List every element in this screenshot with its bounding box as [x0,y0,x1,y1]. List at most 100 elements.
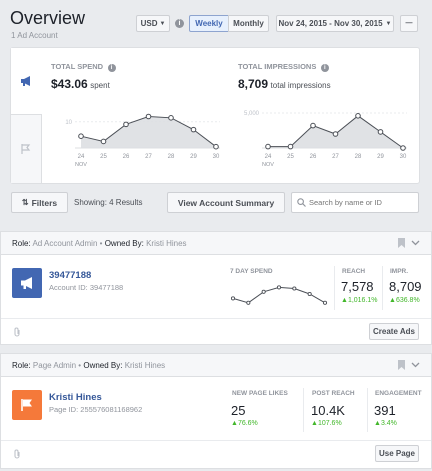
post-reach-label: POST REACH [312,390,355,397]
filters-label: Filters [31,197,58,208]
view-account-summary-button[interactable]: View Account Summary [167,192,285,213]
reach-change-value: 1,016.1% [347,297,378,304]
spend-value-row: $43.06 spent [51,77,110,91]
separator-dot: • [99,239,103,248]
post-reach-change-value: 107.6% [317,420,342,427]
impressions-unit: total impressions [270,81,331,90]
search-icon [297,198,306,207]
currency-select[interactable]: USD ▼ [136,15,170,32]
x-tick-label: 25 [287,154,294,160]
x-tick-label: 29 [377,154,384,160]
monthly-toggle[interactable]: Monthly [228,15,269,32]
search-input[interactable] [309,196,415,209]
results-count: Showing: 4 Results [74,198,143,207]
info-icon[interactable]: i [175,19,184,28]
impressions-value: 8,709 [389,279,422,294]
page-name[interactable]: Kristi Hines [49,392,102,403]
date-range-select[interactable]: Nov 24, 2015 - Nov 30, 2015 ▼ [276,15,394,32]
impressions-chart: 5,000 24 25 26 27 28 29 30 NOV [244,111,407,168]
data-point [292,286,297,291]
role-label: Role: [12,239,31,248]
megaphone-icon [21,277,32,289]
x-tick-label: 27 [145,154,152,160]
spend-value: $43.06 [51,77,88,91]
impressions-change-value: 636.8% [395,297,420,304]
monthly-label: Monthly [233,19,264,28]
ad-account-card: Role: Ad Account Admin • Owned By: Krist… [0,231,432,345]
data-point [307,291,312,297]
x-tick-label: 25 [100,154,107,160]
page-avatar[interactable] [12,390,42,420]
likes-change-value: 76.6% [237,420,258,427]
data-point [355,113,361,119]
engagement-change-value: 3.4% [380,420,397,427]
data-point [400,145,406,151]
weekly-label: Weekly [195,19,223,28]
data-point [276,285,282,290]
date-range-label: Nov 24, 2015 - Nov 30, 2015 [278,19,383,28]
spend-chart: 10 24 25 26 27 28 29 30 NOV [65,113,220,168]
create-ads-label: Create Ads [373,327,415,336]
spend-unit: spent [90,81,110,90]
summary-label: View Account Summary [177,197,275,208]
data-point [310,122,316,129]
stat-divider [334,266,335,310]
stat-divider [303,388,304,432]
impressions-value-row: 8,709 total impressions [238,77,331,91]
flag-icon[interactable] [21,144,31,154]
month-label: NOV [262,162,274,168]
filter-icon: ⇅ [21,198,29,207]
chevron-down-icon: ▼ [159,20,166,27]
chevron-down-icon: ▼ [385,20,392,27]
data-point [100,138,107,145]
x-tick-label: 26 [310,154,317,160]
x-tick-label: 24 [265,154,272,160]
stat-divider [367,388,368,432]
x-tick-label: 24 [78,154,85,160]
spend-sparkline-label: 7 DAY SPEND [230,268,273,275]
paperclip-icon[interactable] [13,327,21,337]
engagement-label: ENGAGEMENT [375,390,422,397]
paperclip-icon[interactable] [13,449,21,459]
weekly-toggle[interactable]: Weekly [189,15,229,32]
post-reach-value: 10.4K [311,403,345,418]
role-value: Ad Account Admin [32,239,98,248]
role-info: Role: Page Admin • Owned By: Kristi Hine… [12,361,165,370]
more-button[interactable]: — [400,15,418,32]
area-fill [81,116,216,148]
x-tick-label: 28 [355,154,362,160]
use-page-label: Use Page [378,449,416,458]
impressions-change: ▲636.8% [389,297,420,304]
use-page-button[interactable]: Use Page [375,445,419,462]
page-subtitle: 1 Ad Account [11,31,58,40]
x-tick-label: 30 [400,154,407,160]
data-point [265,143,271,150]
page-id: Page ID: 255576081168962 [49,405,143,414]
x-tick-label: 28 [168,154,175,160]
filters-button[interactable]: ⇅ Filters [11,192,68,213]
card-header [1,354,431,377]
x-tick-label: 26 [123,154,130,160]
ad-account-avatar[interactable] [12,268,42,298]
impressions-label: TOTAL IMPRESSIONS [238,62,317,71]
spend-metric: TOTAL SPEND i [51,61,116,72]
data-point [246,300,251,305]
engagement-change: ▲3.4% [374,420,397,427]
search-box[interactable] [291,192,419,213]
data-point [261,289,266,294]
chevron-down-icon[interactable] [411,240,420,246]
data-point [287,143,294,150]
owner-value: Kristi Hines [124,361,166,370]
overview-card: TOTAL SPEND i $43.06 spent TOTAL IMPRESS… [10,47,420,184]
data-point [145,113,152,120]
create-ads-button[interactable]: Create Ads [369,323,419,340]
info-icon: i [107,64,116,72]
x-tick-label: 29 [190,154,197,160]
bookmark-icon[interactable] [398,238,405,248]
reach-label: REACH [342,268,366,275]
chevron-down-icon[interactable] [411,362,420,368]
data-point [230,296,236,301]
card-footer-divider [1,440,431,441]
bookmark-icon[interactable] [398,360,405,370]
ad-account-name[interactable]: 39477188 [49,270,92,281]
